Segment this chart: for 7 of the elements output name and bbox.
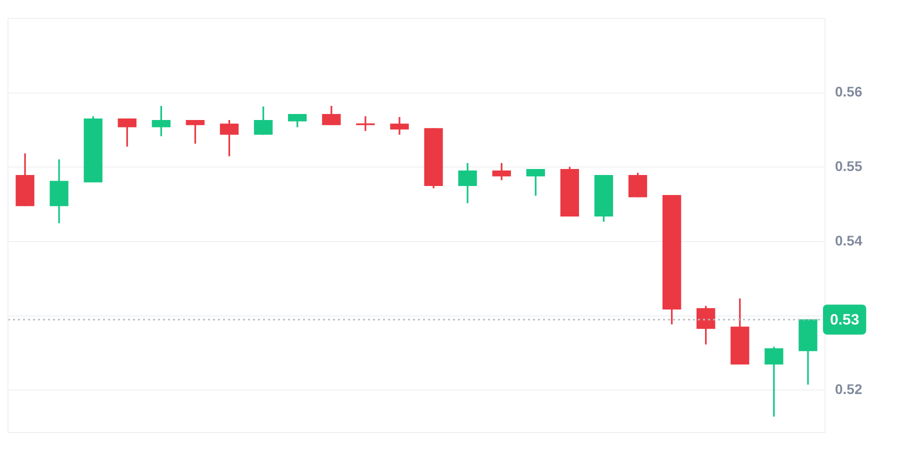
ref-line-label: 0.53 xyxy=(830,312,860,329)
y-tick-label: 0.55 xyxy=(835,158,862,174)
y-tick-label: 0.56 xyxy=(835,84,862,100)
y-tick-label: 0.52 xyxy=(835,381,862,398)
candlestick xyxy=(764,346,784,417)
y-tick-label: 0.54 xyxy=(835,232,862,248)
candlestick xyxy=(356,116,375,132)
